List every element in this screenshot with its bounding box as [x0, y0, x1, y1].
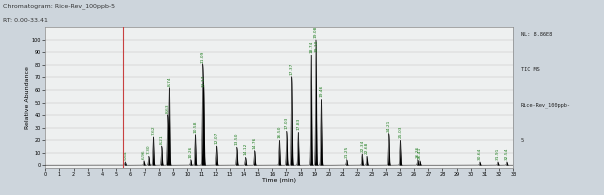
Text: 13.50: 13.50 [235, 133, 239, 145]
Text: 11.09: 11.09 [201, 51, 205, 63]
X-axis label: Time (min): Time (min) [262, 178, 297, 183]
Y-axis label: Relative Abundance: Relative Abundance [25, 66, 30, 129]
Text: 5: 5 [521, 138, 524, 143]
Text: 24.21: 24.21 [387, 119, 391, 131]
Text: 18.74: 18.74 [309, 41, 313, 53]
Text: 5.64: 5.64 [123, 150, 127, 160]
Text: 14.12: 14.12 [243, 143, 248, 155]
Text: 19.08: 19.08 [314, 26, 318, 38]
Text: 6.96: 6.96 [142, 149, 146, 159]
Text: 17.37: 17.37 [290, 62, 294, 75]
Text: 17.83: 17.83 [296, 118, 300, 130]
Text: 26.26: 26.26 [416, 145, 420, 158]
Text: 12.07: 12.07 [214, 132, 219, 144]
Text: 8.63: 8.63 [165, 103, 170, 113]
Text: 25.03: 25.03 [399, 126, 402, 138]
Text: Rice-Rev_100ppb-: Rice-Rev_100ppb- [521, 103, 571, 108]
Text: 26.41: 26.41 [418, 146, 422, 159]
Text: 19.10: 19.10 [314, 39, 318, 52]
Text: 14.76: 14.76 [252, 136, 257, 149]
Text: 22.68: 22.68 [365, 142, 369, 154]
Text: 19.46: 19.46 [320, 85, 323, 98]
Text: Chromatogram: Rice-Rev_100ppb-5: Chromatogram: Rice-Rev_100ppb-5 [3, 4, 115, 9]
Text: 17.03: 17.03 [285, 117, 289, 129]
Text: 16.50: 16.50 [277, 126, 281, 138]
Text: 32.54: 32.54 [505, 147, 509, 160]
Text: 22.34: 22.34 [360, 140, 364, 152]
Text: RT: 0.00-33.41: RT: 0.00-33.41 [3, 18, 48, 23]
Text: NL: 8.86E8: NL: 8.86E8 [521, 32, 552, 37]
Text: 10.58: 10.58 [193, 120, 198, 133]
Text: 11.17: 11.17 [202, 74, 206, 87]
Text: 8.74: 8.74 [167, 76, 172, 86]
Text: 30.64: 30.64 [478, 148, 482, 160]
Text: TIC MS: TIC MS [521, 67, 539, 72]
Text: 7.62: 7.62 [152, 125, 155, 135]
Text: 8.21: 8.21 [159, 134, 164, 144]
Text: 10.26: 10.26 [189, 145, 193, 158]
Text: 31.91: 31.91 [496, 148, 500, 160]
Text: 7.30: 7.30 [147, 145, 151, 154]
Text: 21.25: 21.25 [345, 145, 349, 158]
